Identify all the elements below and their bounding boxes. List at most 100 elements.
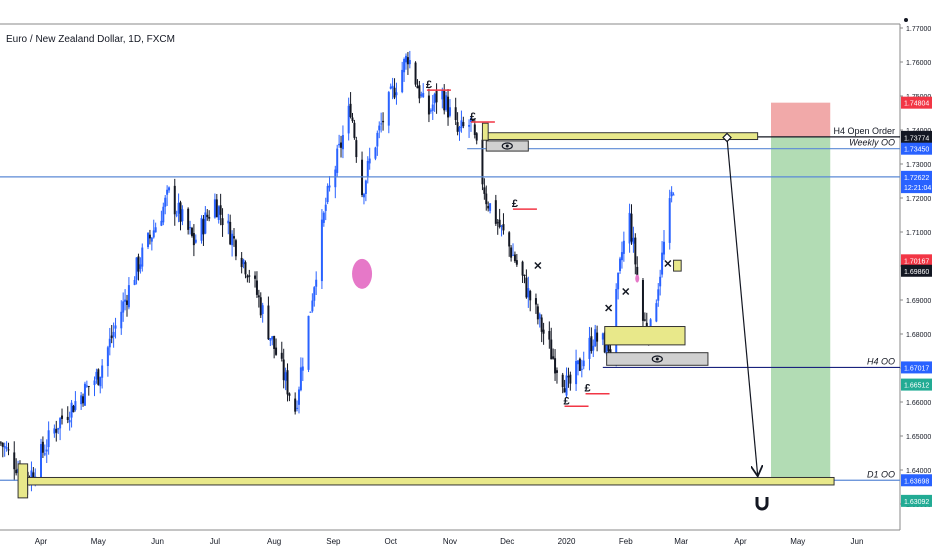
price-tick-label: 1.66000 [906, 400, 931, 407]
candle-body [632, 237, 635, 244]
candle-body [275, 347, 278, 355]
price-badge [901, 254, 932, 267]
candle-body [628, 212, 631, 244]
take-profit-zone [771, 136, 831, 481]
time-tick-label: May [91, 537, 106, 546]
candle-body [15, 469, 18, 474]
candle-body [555, 370, 558, 373]
candle-body [349, 103, 352, 118]
candle-body [322, 212, 325, 223]
candle-body [120, 311, 123, 329]
time-tick-label: Apr [35, 537, 48, 546]
candle-body [668, 198, 671, 243]
candle-body [529, 291, 532, 301]
candle-body [338, 143, 341, 146]
candle-body [607, 339, 610, 352]
candle-body [255, 280, 258, 295]
candle-body [85, 385, 88, 387]
candle-body [0, 442, 2, 444]
time-tick-label: Apr [734, 537, 747, 546]
pound-marker: £ [426, 79, 432, 91]
candle-body [133, 279, 136, 285]
price-badge [901, 142, 932, 155]
candle-body [74, 401, 77, 410]
candle-body [336, 148, 339, 173]
candle-body [601, 333, 604, 340]
candle-body [309, 311, 312, 313]
candle-body [320, 219, 323, 282]
candle-body [620, 252, 623, 261]
candle-body [364, 180, 367, 194]
candle-body [588, 337, 591, 359]
candle-body [575, 361, 578, 385]
candle-body [609, 349, 612, 354]
candle-body [124, 299, 127, 302]
candle-body [32, 472, 35, 479]
candle-body [643, 319, 646, 321]
candle-body [657, 289, 660, 301]
pound-marker: £ [584, 383, 590, 395]
time-tick-label: Mar [674, 537, 688, 546]
candle-body [307, 315, 310, 370]
candle-body [416, 86, 419, 89]
candle-body [443, 90, 446, 111]
candle-body [175, 214, 178, 216]
candle-body [311, 300, 314, 312]
price-tick-label: 1.71000 [906, 230, 931, 237]
candle-body [510, 247, 513, 258]
candle-body [427, 95, 430, 115]
candle-body [271, 336, 274, 340]
time-tick-label: 2020 [558, 537, 576, 546]
candle-body [462, 122, 465, 127]
candle-body [112, 331, 115, 337]
candle-body [148, 234, 151, 239]
candle-body [181, 209, 184, 222]
candle-body [47, 430, 50, 448]
candle-body [500, 225, 503, 227]
cross-marker: ✕ [533, 261, 542, 273]
candle-body [481, 139, 484, 185]
candle-body [40, 444, 42, 478]
candle-body [68, 420, 71, 423]
price-badge-label: 12:21:04 [904, 185, 931, 192]
price-badge-label: 1.63698 [904, 478, 929, 485]
candle-body [590, 336, 593, 352]
level-label: Weekly OO [849, 138, 895, 148]
eye-icon-pupil [505, 144, 509, 148]
candle-body [269, 338, 272, 341]
price-tick-label: 1.72000 [906, 196, 931, 203]
projection-arrow [726, 138, 758, 476]
candle-body [273, 335, 276, 349]
candle-body [389, 86, 392, 89]
candle-body [341, 135, 344, 150]
candle-body [231, 233, 234, 246]
candle-body [422, 92, 425, 98]
price-badge-label: 1.63092 [904, 499, 929, 506]
price-badge-label: 1.67017 [904, 365, 929, 372]
candle-body [634, 237, 637, 265]
candle-body [418, 85, 421, 99]
candle-body [261, 305, 264, 314]
candle-body [502, 224, 505, 231]
candle-body [576, 360, 579, 365]
candle-body [594, 329, 597, 347]
candle-body [391, 85, 394, 89]
candle-body [246, 275, 249, 278]
candle-body [190, 227, 193, 236]
candle-body [57, 427, 60, 430]
candle-body [376, 132, 379, 147]
candle-body [1, 442, 4, 447]
candle-body [561, 374, 564, 388]
candle-body [324, 204, 327, 211]
candle-body [475, 133, 478, 141]
candle-body [70, 402, 73, 418]
candle-body [168, 187, 171, 191]
candle-body [433, 93, 436, 104]
cross-marker: ✕ [663, 258, 672, 270]
candle-body [297, 389, 300, 405]
candle-body [447, 96, 450, 118]
pound-marker: £ [470, 111, 476, 123]
candle-body [420, 94, 423, 96]
